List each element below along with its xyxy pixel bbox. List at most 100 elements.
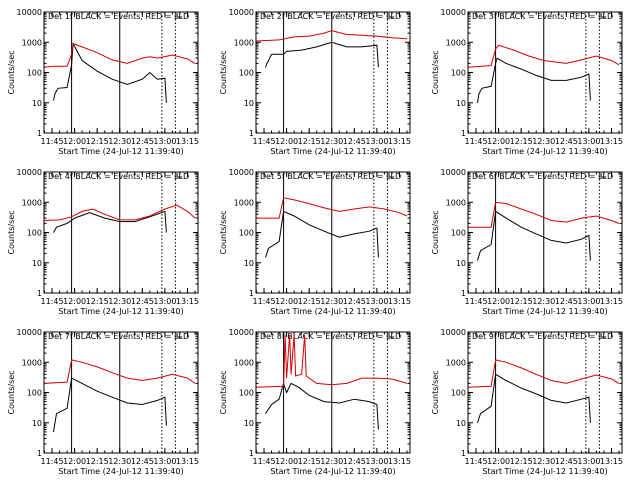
chart-title: Det 8f BLACK = Events, RED = LLD bbox=[260, 332, 401, 341]
x-tick-label: 13:15 bbox=[600, 137, 623, 146]
y-tick-label: 1 bbox=[37, 449, 42, 458]
plot-frame bbox=[255, 171, 411, 294]
x-tick-label: 11:45 bbox=[252, 297, 275, 306]
x-tick-label: 12:00 bbox=[63, 297, 86, 306]
x-tick-label: 13:15 bbox=[600, 457, 623, 466]
y-axis-label: Counts/sec bbox=[219, 210, 228, 254]
x-tick-label: 12:00 bbox=[63, 457, 86, 466]
x-axis-label: Start Time (24-Jul-12 11:39:40) bbox=[58, 467, 183, 476]
plot-frame bbox=[43, 331, 199, 454]
chart-title: Det 7f BLACK = Events, RED = LLD bbox=[48, 332, 189, 341]
x-tick-label: 12:45 bbox=[555, 297, 578, 306]
x-tick-label: 11:45 bbox=[252, 137, 275, 146]
x-tick-label: 13:15 bbox=[176, 297, 199, 306]
x-tick-label: 12:00 bbox=[487, 457, 510, 466]
y-tick-label: 10 bbox=[32, 99, 42, 108]
series-events-line bbox=[477, 373, 591, 423]
plot-frame bbox=[467, 11, 623, 134]
x-axis-label: Start Time (24-Jul-12 11:39:40) bbox=[482, 147, 607, 156]
y-axis-label: Counts/sec bbox=[431, 370, 440, 414]
x-axis-label: Start Time (24-Jul-12 11:39:40) bbox=[270, 307, 395, 316]
y-tick-label: 1 bbox=[249, 289, 254, 298]
title-marker bbox=[388, 173, 394, 178]
y-tick-label: 10 bbox=[244, 419, 254, 428]
chart-panel-5: Det 5f BLACK = Events, RED = LLD 1 10 100 10… bbox=[219, 168, 411, 316]
x-tick-label: 12:15 bbox=[298, 137, 321, 146]
x-axis-label: Start Time (24-Jul-12 11:39:40) bbox=[270, 467, 395, 476]
x-tick-label: 12:00 bbox=[275, 297, 298, 306]
x-tick-label: 13:00 bbox=[577, 137, 600, 146]
y-tick-label: 100 bbox=[27, 69, 42, 78]
x-tick-label: 12:15 bbox=[86, 457, 109, 466]
x-tick-label: 13:00 bbox=[153, 297, 176, 306]
series-events-line bbox=[53, 377, 167, 432]
x-tick-label: 12:15 bbox=[298, 297, 321, 306]
x-tick-label: 11:45 bbox=[464, 457, 487, 466]
y-tick-label: 100 bbox=[27, 229, 42, 238]
y-tick-label: 1000 bbox=[22, 38, 42, 47]
y-tick-label: 100 bbox=[239, 229, 254, 238]
y-tick-label: 10 bbox=[244, 259, 254, 268]
x-tick-label: 13:00 bbox=[577, 297, 600, 306]
x-tick-label: 12:15 bbox=[86, 297, 109, 306]
x-tick-label: 11:45 bbox=[464, 137, 487, 146]
x-tick-label: 13:15 bbox=[600, 297, 623, 306]
x-tick-label: 12:15 bbox=[510, 297, 533, 306]
chart-panel-4: Det 4f BLACK = Events, RED = LLD 1 10 100 10… bbox=[7, 168, 199, 316]
y-axis-label: Counts/sec bbox=[219, 50, 228, 94]
x-tick-label: 12:30 bbox=[532, 457, 555, 466]
chart-panel-7: Det 7f BLACK = Events, RED = LLD 1 10 100 10… bbox=[7, 328, 199, 476]
x-tick-label: 12:30 bbox=[108, 297, 131, 306]
chart-panel-3: Det 3f BLACK = Events, RED = LLD 1 10 100 10… bbox=[431, 8, 623, 156]
y-tick-label: 100 bbox=[239, 69, 254, 78]
chart-title: Det 6f BLACK = Events, RED = LLD bbox=[472, 172, 613, 181]
x-tick-label: 12:45 bbox=[343, 137, 366, 146]
x-tick-label: 13:15 bbox=[388, 137, 411, 146]
x-tick-label: 12:45 bbox=[131, 137, 154, 146]
x-tick-label: 12:30 bbox=[108, 137, 131, 146]
x-tick-label: 12:45 bbox=[343, 297, 366, 306]
x-tick-label: 12:30 bbox=[108, 457, 131, 466]
x-tick-label: 11:45 bbox=[40, 137, 63, 146]
x-axis-label: Start Time (24-Jul-12 11:39:40) bbox=[482, 467, 607, 476]
x-tick-label: 12:15 bbox=[298, 457, 321, 466]
series-events-line bbox=[265, 41, 379, 68]
chart-title: Det 5f BLACK = Events, RED = LLD bbox=[260, 172, 401, 181]
title-marker bbox=[600, 173, 606, 178]
y-tick-label: 10 bbox=[32, 259, 42, 268]
series-events-line bbox=[53, 41, 167, 103]
x-axis-label: Start Time (24-Jul-12 11:39:40) bbox=[482, 307, 607, 316]
y-tick-label: 100 bbox=[239, 389, 254, 398]
x-tick-label: 13:15 bbox=[388, 297, 411, 306]
chart-panel-2: Det 2f BLACK = Events, RED = LLD 1 10 100 10… bbox=[219, 8, 411, 156]
y-tick-label: 1000 bbox=[446, 358, 466, 367]
plot-frame bbox=[43, 171, 199, 294]
y-tick-label: 10000 bbox=[229, 8, 254, 17]
x-tick-label: 12:30 bbox=[320, 137, 343, 146]
x-tick-label: 12:45 bbox=[131, 457, 154, 466]
series-lld-line bbox=[44, 204, 196, 221]
series-lld-line bbox=[468, 44, 620, 68]
x-tick-label: 12:45 bbox=[555, 457, 578, 466]
series-events-line bbox=[53, 210, 167, 233]
x-tick-label: 12:45 bbox=[343, 457, 366, 466]
series-events-line bbox=[265, 381, 379, 430]
y-tick-label: 10000 bbox=[17, 8, 42, 17]
y-tick-label: 10000 bbox=[17, 168, 42, 177]
x-tick-label: 13:00 bbox=[153, 137, 176, 146]
series-events-line bbox=[265, 210, 379, 258]
title-marker bbox=[388, 333, 394, 338]
y-tick-label: 100 bbox=[27, 389, 42, 398]
y-tick-label: 1 bbox=[249, 129, 254, 138]
y-tick-label: 10 bbox=[456, 419, 466, 428]
x-tick-label: 12:30 bbox=[532, 137, 555, 146]
series-lld-line bbox=[44, 359, 196, 384]
y-axis-label: Counts/sec bbox=[7, 210, 16, 254]
x-tick-label: 12:00 bbox=[487, 137, 510, 146]
x-tick-label: 13:15 bbox=[388, 457, 411, 466]
series-lld-line bbox=[44, 42, 196, 68]
x-tick-label: 12:45 bbox=[555, 137, 578, 146]
y-tick-label: 1 bbox=[37, 289, 42, 298]
series-lld-line bbox=[468, 201, 620, 228]
